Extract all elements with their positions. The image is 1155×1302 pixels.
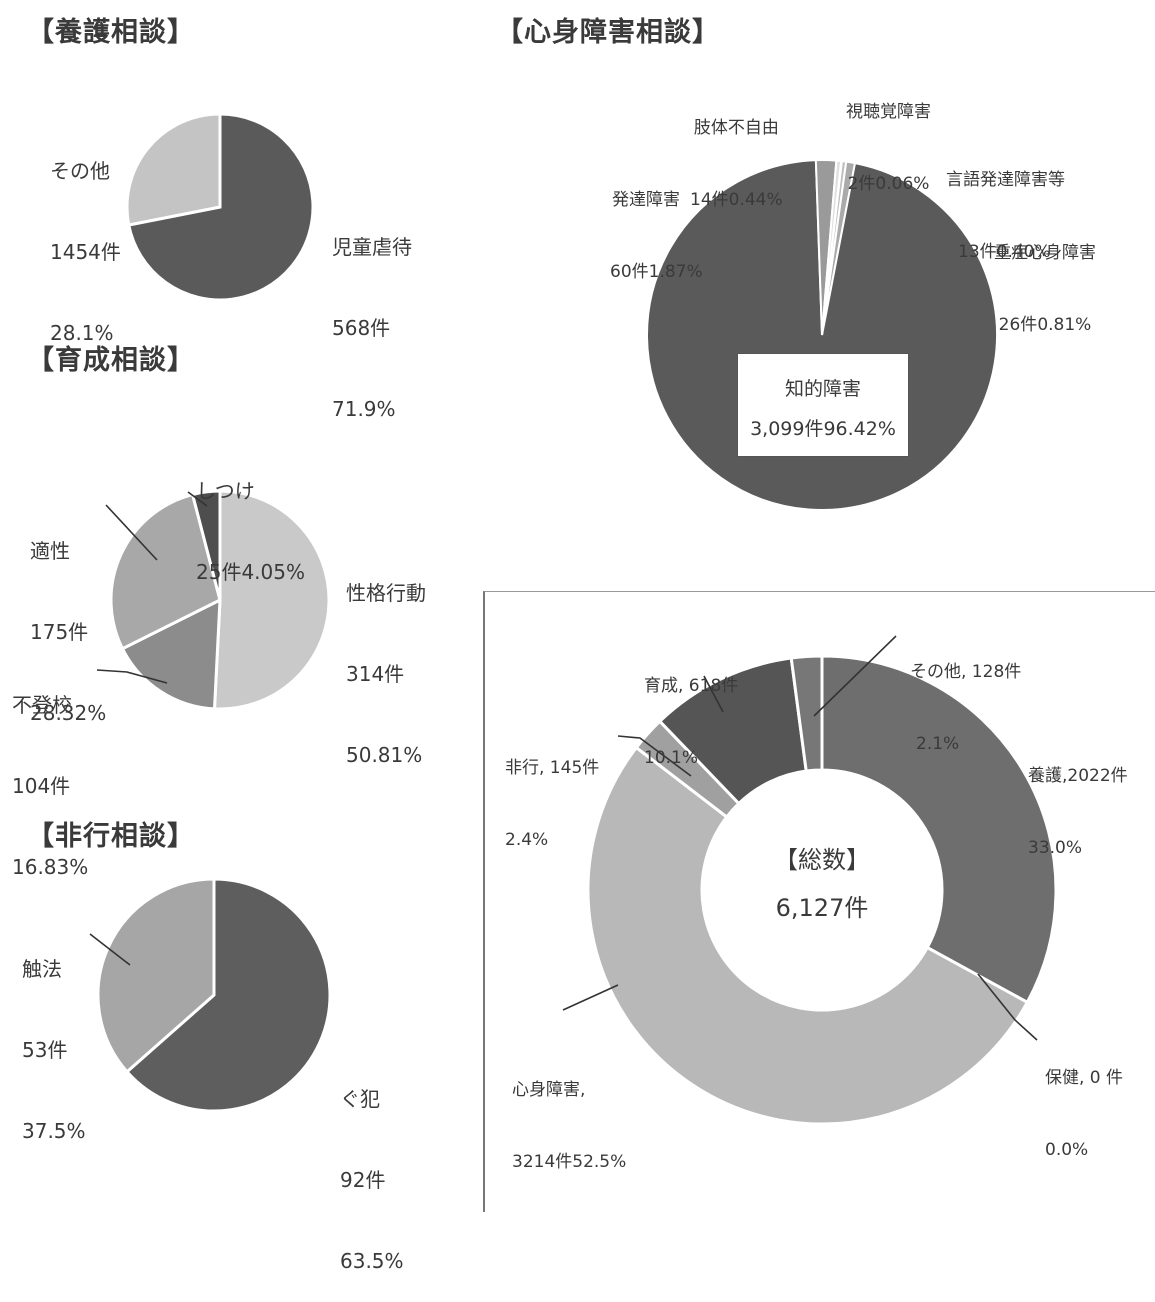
slice-total-2 — [586, 745, 1030, 1126]
slice-label-gyakutai: 児童虐待 568件 71.9% — [332, 235, 412, 421]
slice-hikou-0 — [124, 877, 332, 1113]
slice-label-shokuhou: 触法 53件 37.5% — [22, 957, 86, 1143]
donut-center-title: 【総数】 — [774, 846, 870, 874]
leader-line-hikou — [617, 735, 692, 777]
donut-total — [586, 654, 1058, 1126]
charts-canvas — [89, 112, 1058, 1126]
leader-line-futoko — [96, 669, 168, 684]
slice-label-total-hoken: 保健, 0 件 0.0% — [1045, 1068, 1124, 1160]
slice-shinshin-5 — [821, 159, 843, 336]
leader-line-tekisei — [105, 504, 158, 561]
slice-label-total-hikou: 非行, 145件 2.4% — [505, 758, 600, 850]
title-ikusei: 【育成相談】 — [27, 345, 195, 376]
pie-shinshin — [646, 159, 998, 511]
slice-total-0 — [820, 654, 1058, 1005]
leader-line-shokuhou — [89, 933, 131, 966]
slice-label-total-shinshin: 心身障害, 3214件52.5% — [512, 1080, 627, 1172]
leader-line-shinshin — [562, 984, 619, 1011]
leader-line-shitsuke — [187, 491, 208, 507]
leader-line-ikusei — [703, 675, 724, 713]
slice-label-shitai: 肢体不自由 14件0.44% — [690, 118, 783, 210]
slice-label-gengo: 言語発達障害等 13件0.40% — [946, 170, 1065, 262]
slice-label-sonota: その他 1454件 28.1% — [50, 159, 121, 345]
leader-lines — [89, 491, 1038, 1041]
pie-ikusei — [109, 489, 331, 711]
leader-line-hoken — [977, 973, 1038, 1041]
slice-ikusei-0 — [212, 489, 331, 711]
slice-label-jushou: 重症心身障害 26件0.81% — [994, 243, 1096, 335]
leader-line-sonota — [813, 635, 897, 717]
slice-label-total-yougo: 養護,2022件 33.0% — [1028, 766, 1128, 858]
slice-total-5 — [789, 654, 824, 773]
slice-label-total-sonota: その他, 128件 2.1% — [910, 662, 1022, 754]
title-hikou: 【非行相談】 — [27, 821, 195, 852]
pie-hikou — [96, 877, 332, 1113]
pie-youqo — [125, 112, 315, 302]
slice-label-seikaku: 性格行動 314件 50.81% — [346, 581, 426, 767]
slice-ikusei-1 — [120, 597, 222, 711]
slice-label-futoko: 不登校 104件 16.83% — [12, 693, 89, 879]
slice-ikusei-2 — [109, 492, 222, 651]
total-chart-frame — [483, 591, 1155, 1212]
donut-center-total: 6,127件 — [775, 894, 869, 922]
title-youqo: 【養護相談】 — [27, 17, 195, 48]
slice-label-total-ikusei: 育成, 618件 10.1% — [644, 676, 739, 768]
slice-label-shitsuke: しつけ 25件4.05% — [196, 479, 305, 584]
slice-label-chiteki: 知的障害 3,099件96.42% — [737, 353, 909, 457]
slice-label-hattatsu: 発達障害 60件1.87% — [610, 190, 703, 282]
slice-youqo-1 — [125, 112, 222, 227]
slice-label-choukaku: 視聴覚障害 2件0.06% — [846, 102, 931, 194]
title-shinshin: 【心身障害相談】 — [496, 17, 720, 48]
slice-label-guhan: ぐ犯 92件 63.5% — [340, 1087, 404, 1273]
slice-label-tekisei: 適性 175件 28.32% — [30, 539, 107, 725]
